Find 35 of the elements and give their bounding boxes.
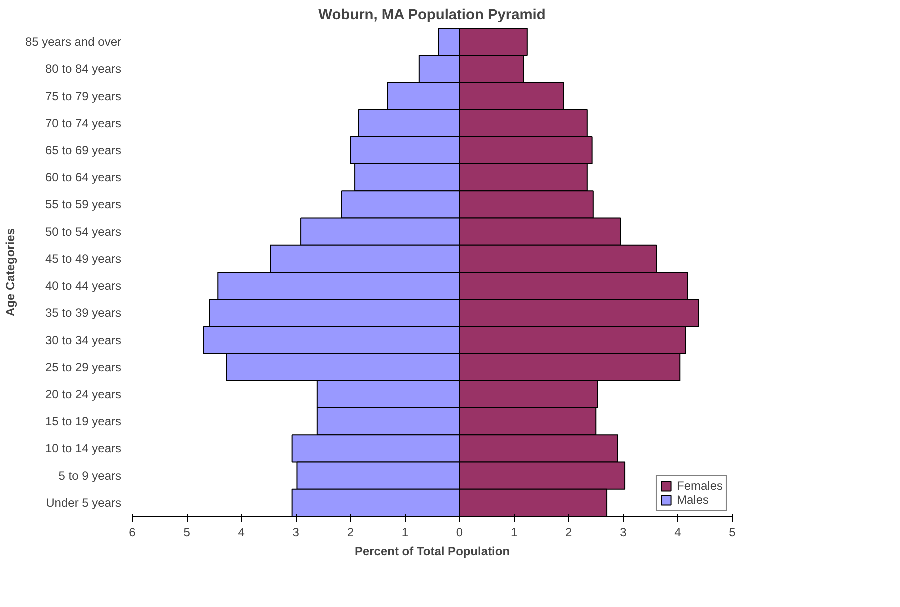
x-tick-label: 6: [129, 526, 136, 540]
y-tick-label: 75 to 79 years: [45, 89, 122, 104]
x-tick-label: 4: [674, 526, 682, 540]
x-tick-label: 5: [729, 526, 736, 540]
legend-label: Males: [676, 493, 709, 507]
y-tick-label: 30 to 34 years: [45, 333, 122, 348]
x-tick-label: 2: [566, 526, 573, 540]
x-tick-label: 0: [456, 526, 464, 540]
chart-title: Woburn, MA Population Pyramid: [318, 8, 546, 24]
y-tick-label: 85 years and over: [25, 35, 122, 50]
y-tick-label: 80 to 84 years: [45, 62, 122, 76]
y-axis-title: Age Categories: [3, 228, 18, 317]
x-tick-label: 4: [238, 526, 246, 540]
y-tick-label: 45 to 49 years: [45, 252, 122, 266]
legend-label: Females: [676, 479, 723, 493]
y-tick-label: 70 to 74 years: [45, 116, 122, 130]
y-tick-label: 15 to 19 years: [45, 414, 122, 429]
x-tick-label: 5: [184, 526, 191, 540]
x-tick-label: 1: [510, 526, 518, 540]
y-tick-label: 55 to 59 years: [45, 198, 122, 212]
y-tick-label: 5 to 9 years: [58, 468, 122, 483]
y-tick-label: 60 to 64 years: [45, 170, 122, 185]
x-tick-label: 1: [402, 526, 409, 540]
y-tick-label: 50 to 54 years: [45, 224, 122, 239]
y-tick-label: 65 to 69 years: [45, 144, 122, 158]
x-axis-title: Percent of Total Population: [354, 544, 510, 558]
y-tick-label: 35 to 39 years: [45, 306, 122, 320]
y-tick-label: Under 5 years: [46, 496, 122, 510]
y-tick-label: 25 to 29 years: [45, 360, 122, 374]
x-tick-label: 3: [292, 526, 300, 540]
y-tick-label: 20 to 24 years: [45, 388, 122, 402]
x-tick-label: 2: [347, 526, 354, 540]
y-tick-label: 40 to 44 years: [45, 279, 122, 294]
x-tick-label: 3: [620, 526, 628, 540]
y-tick-label: 10 to 14 years: [45, 442, 122, 456]
